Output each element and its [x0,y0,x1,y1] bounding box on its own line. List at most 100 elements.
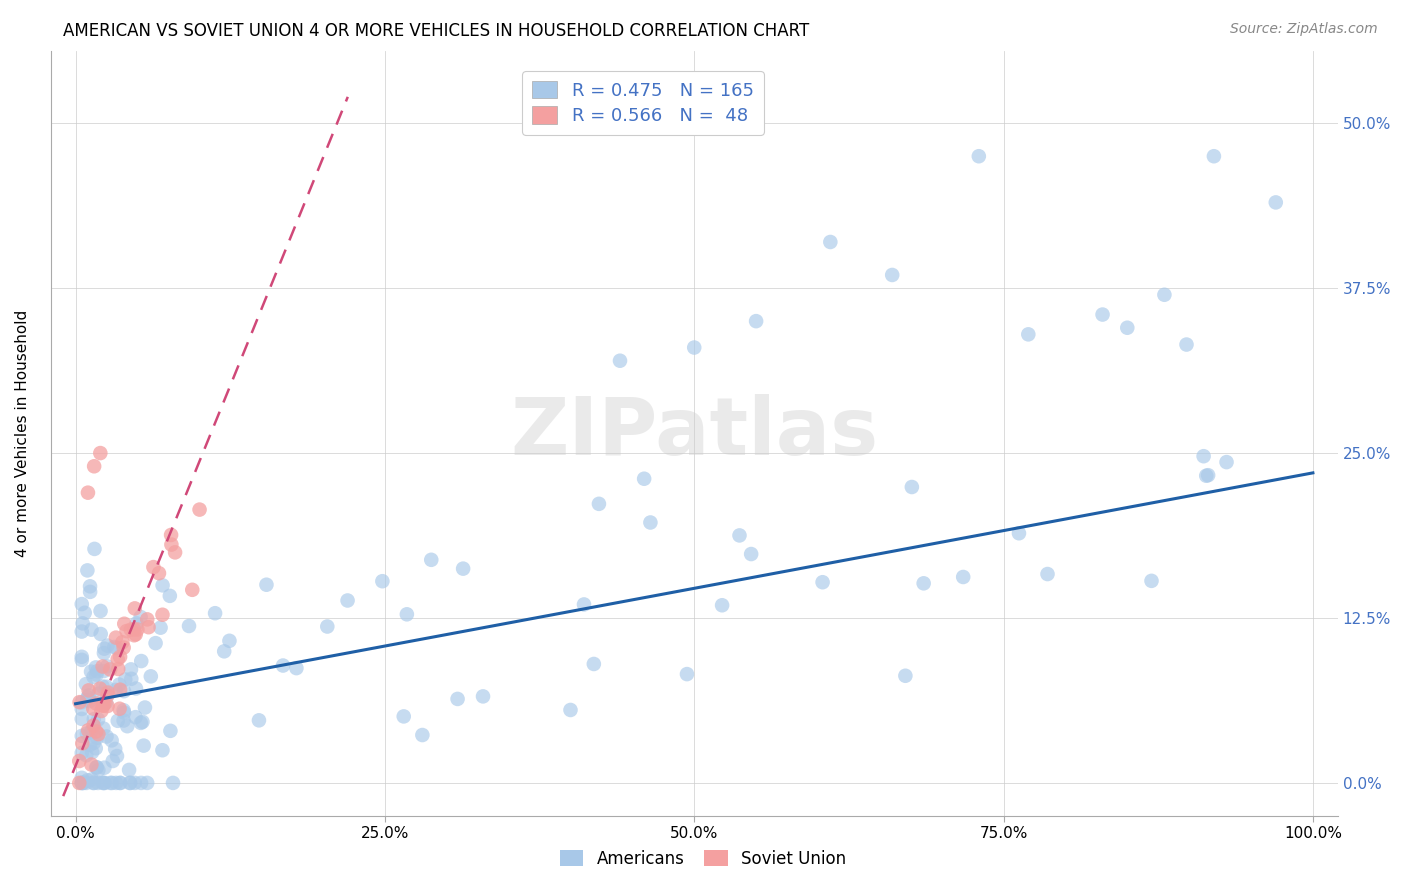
Point [152,578,174,592]
Point [112,714,135,728]
Point [112,684,135,698]
Point [572,598,595,612]
Point [90,604,112,618]
Point [1195,468,1218,483]
Point [93,776,115,790]
Point [89,681,111,696]
Point [112,616,135,631]
Point [411,728,433,742]
Point [124,710,146,724]
Point [136,776,159,790]
Point [118,776,141,790]
Point [159,589,181,603]
Point [247,714,270,728]
Y-axis label: 4 or more Vehicles in Household: 4 or more Vehicles in Household [15,310,30,557]
Point [125,627,148,641]
Text: ZIPatlas: ZIPatlas [510,394,879,472]
Point [72,736,94,750]
Legend: R = 0.475   N = 165, R = 0.566   N =  48: R = 0.475 N = 165, R = 0.566 N = 48 [522,71,763,135]
Point [114,673,136,687]
Point [129,610,152,624]
Point [148,566,170,581]
Point [80,665,103,679]
Point [1264,195,1286,210]
Point [152,743,174,757]
Point [87,776,110,790]
Point [120,623,142,637]
Point [108,649,131,664]
Point [112,640,135,655]
Point [70,729,93,743]
Point [104,631,127,645]
Point [80,724,103,739]
Point [745,314,768,328]
Point [67,754,90,768]
Point [640,516,662,530]
Point [1197,468,1219,483]
Point [93,646,115,660]
Point [336,593,359,607]
Point [103,640,125,654]
Point [446,692,468,706]
Point [901,480,924,494]
Point [1036,567,1059,582]
Point [633,472,655,486]
Point [160,538,183,552]
Point [110,776,132,790]
Point [80,772,103,787]
Point [118,776,141,790]
Point [285,661,308,675]
Point [82,701,104,715]
Point [86,760,108,774]
Point [108,776,131,790]
Point [894,669,917,683]
Point [86,760,108,774]
Point [80,757,103,772]
Point [160,528,183,542]
Point [212,644,235,658]
Point [96,659,118,673]
Point [86,667,108,681]
Point [91,680,114,694]
Point [91,776,114,790]
Point [162,776,184,790]
Point [165,545,187,559]
Point [73,606,96,620]
Point [93,761,115,775]
Point [96,699,118,714]
Point [72,616,94,631]
Point [132,739,155,753]
Point [395,607,418,622]
Point [129,715,152,730]
Point [188,502,211,516]
Point [820,235,842,249]
Point [84,660,107,674]
Point [129,654,152,668]
Point [181,582,204,597]
Point [683,341,706,355]
Point [136,612,159,626]
Point [122,628,145,642]
Point [80,623,103,637]
Point [76,726,98,740]
Point [84,697,107,711]
Point [131,714,153,729]
Point [70,649,93,664]
Point [87,763,110,777]
Point [108,677,131,691]
Point [728,528,751,542]
Point [96,680,118,694]
Point [127,623,149,637]
Point [582,657,605,671]
Point [129,776,152,790]
Point [107,714,129,728]
Point [67,776,90,790]
Point [70,624,93,639]
Point [101,754,124,768]
Point [105,749,128,764]
Point [117,719,139,733]
Point [93,664,115,678]
Point [882,268,904,282]
Point [69,695,91,709]
Point [1202,149,1225,163]
